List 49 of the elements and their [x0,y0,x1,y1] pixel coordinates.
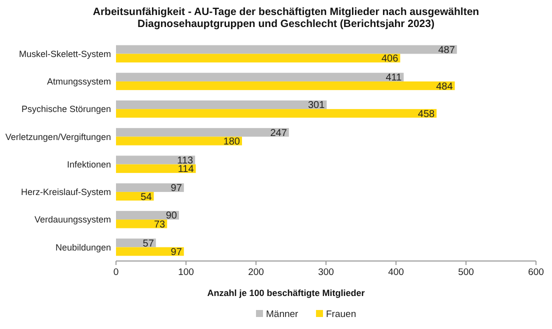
data-label: 458 [418,108,436,120]
x-tick-label: 500 [458,267,474,278]
bar [116,128,289,137]
y-tick-label: Verletzungen/Vergiftungen [5,132,111,142]
bar [116,164,196,173]
x-axis-title: Anzahl je 100 beschäftigte Mitglieder [207,288,366,298]
bar [116,100,327,110]
bar [116,136,242,146]
y-tick-label: Psychische Störungen [21,104,111,114]
data-label: 406 [382,54,399,65]
bar [116,54,400,62]
data-label: 97 [170,247,182,258]
bar [116,45,457,54]
data-label: 113 [177,155,194,166]
bar [116,210,179,220]
data-label: 247 [270,128,288,139]
data-label: 301 [308,100,326,112]
data-label: 180 [223,136,240,148]
x-tick-label: 600 [528,267,544,278]
data-label: 114 [178,164,194,176]
x-tick-label: 0 [113,267,119,278]
data-label: 90 [166,210,178,222]
y-tick-label: Muskel-Skelett-System [18,48,111,59]
x-tick-label: 300 [318,267,334,278]
bar [116,156,196,164]
data-label: 411 [386,72,402,84]
y-tick-label: Neubildungen [55,242,111,252]
data-label: 484 [436,81,454,92]
bar [116,220,168,228]
y-tick-label: Herz-Kreislauf-System [20,187,111,198]
data-label: 73 [154,219,166,230]
data-label: 54 [140,192,152,203]
data-label: 57 [142,238,154,250]
y-tick-label: Verdauungssystem [34,214,111,225]
bar [116,81,455,90]
x-tick-label: 200 [248,267,264,278]
bar [116,183,184,192]
x-tick-label: 400 [388,267,404,278]
bar [116,72,404,82]
bar [116,247,184,256]
y-tick-label: Atmungssystem [46,76,111,87]
legend-label: Frauen [326,309,356,320]
y-tick-label: Infektionen [66,159,111,170]
data-label: 487 [438,44,456,56]
chart-title: Arbeitsunfähigkeit - AU-Tage der beschäftigten Mitglieder nach ausgewählten Diagnosehauptgruppen und Geschlecht (Berichtsjahr 2023) [92,6,480,30]
bar [116,109,437,118]
x-tick-label: 100 [178,267,194,278]
data-label: 97 [170,183,182,194]
legend-label: Männer [266,309,298,320]
